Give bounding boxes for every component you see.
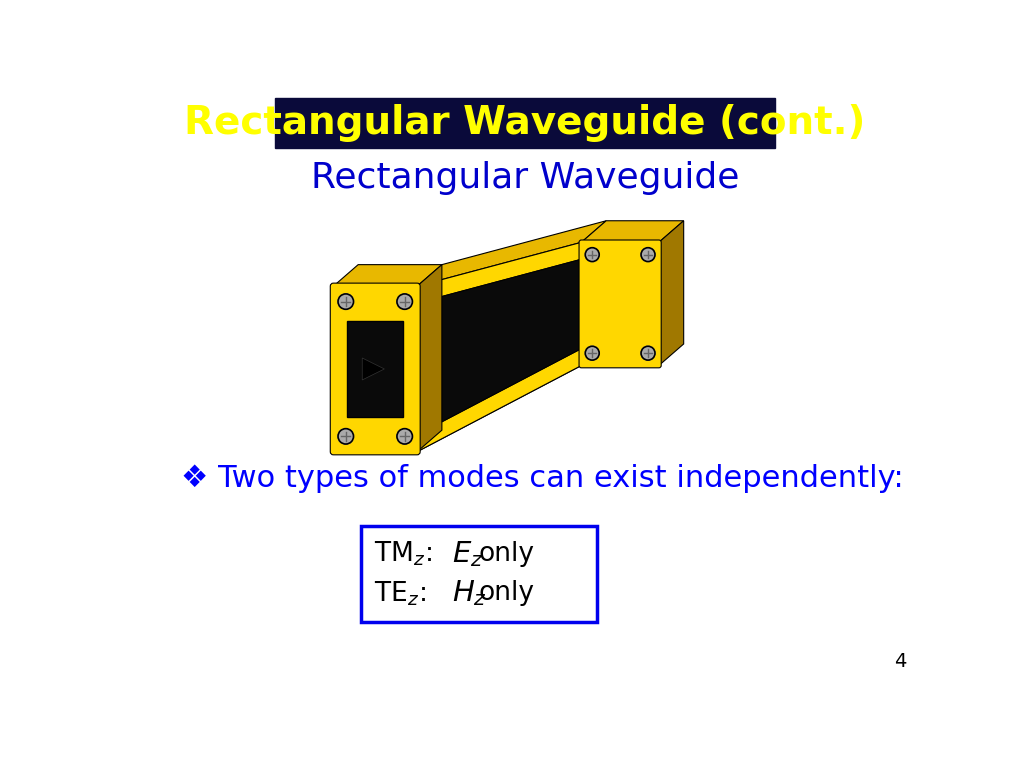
Polygon shape: [582, 220, 684, 243]
Polygon shape: [417, 265, 442, 452]
Text: Rectangular Waveguide (cont.): Rectangular Waveguide (cont.): [184, 104, 866, 142]
Text: Rectangular Waveguide: Rectangular Waveguide: [310, 161, 739, 195]
Polygon shape: [417, 349, 582, 452]
Polygon shape: [417, 344, 606, 452]
FancyBboxPatch shape: [347, 321, 403, 417]
Polygon shape: [658, 220, 684, 366]
Circle shape: [338, 294, 353, 310]
Text: $\mathrm{TE}_z\!\mathrm{:}$: $\mathrm{TE}_z\!\mathrm{:}$: [375, 579, 427, 607]
Polygon shape: [417, 220, 606, 286]
Circle shape: [586, 346, 599, 360]
Circle shape: [586, 248, 599, 262]
Polygon shape: [417, 243, 582, 303]
Circle shape: [338, 429, 353, 444]
Text: ❖ Two types of modes can exist independently:: ❖ Two types of modes can exist independe…: [180, 464, 903, 493]
FancyBboxPatch shape: [579, 240, 662, 368]
Text: only: only: [478, 541, 535, 567]
Polygon shape: [334, 265, 442, 286]
Text: $E_z$: $E_z$: [452, 539, 483, 569]
Circle shape: [641, 248, 655, 262]
FancyBboxPatch shape: [275, 98, 775, 148]
Text: $\mathrm{TM}_z\!\mathrm{:}$: $\mathrm{TM}_z\!\mathrm{:}$: [375, 540, 433, 568]
Circle shape: [641, 346, 655, 360]
Polygon shape: [417, 260, 582, 435]
Polygon shape: [362, 358, 384, 380]
Text: $H_z$: $H_z$: [452, 578, 487, 608]
FancyBboxPatch shape: [360, 525, 597, 622]
Circle shape: [397, 294, 413, 310]
Text: only: only: [478, 581, 535, 607]
Text: 4: 4: [895, 652, 907, 671]
FancyBboxPatch shape: [331, 283, 420, 455]
Circle shape: [397, 429, 413, 444]
